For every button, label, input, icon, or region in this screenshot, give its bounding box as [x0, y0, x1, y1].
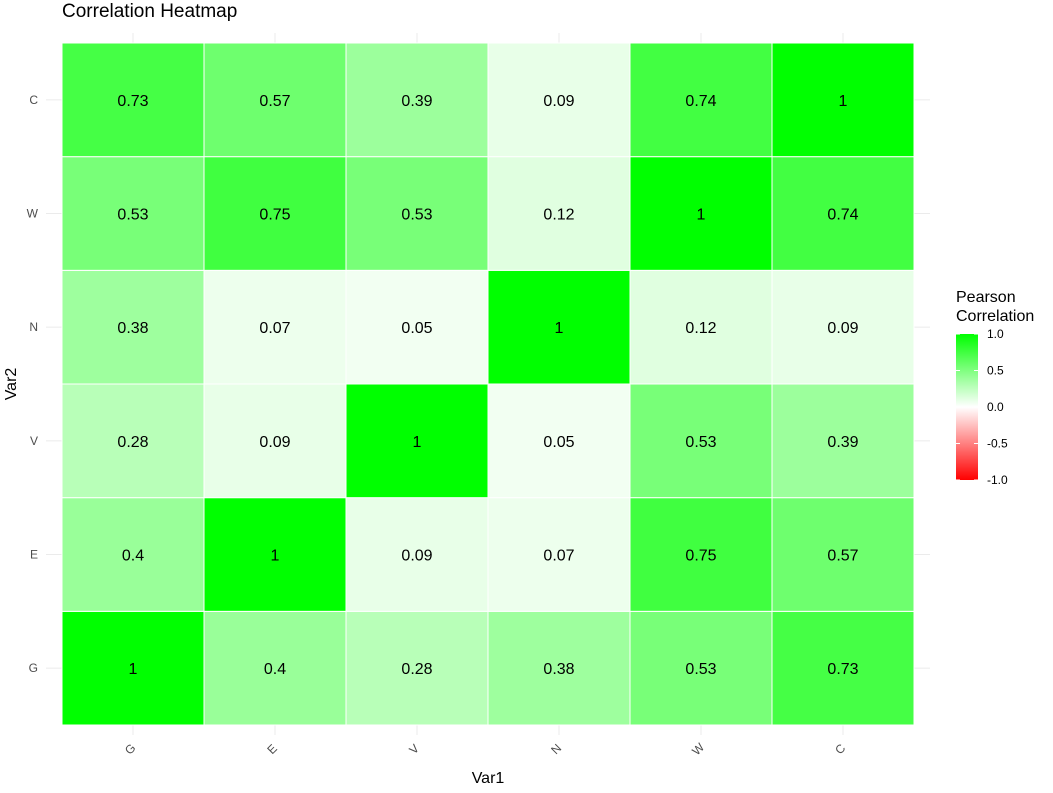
cell-label-E-W: 0.75: [259, 207, 290, 224]
y-tick-label-W: W: [27, 207, 39, 221]
heatmap-cell-E-W: [203, 156, 347, 271]
cell-label-E-E: 1: [271, 548, 280, 565]
heatmap-cell-G-C: [61, 42, 205, 158]
x-tick-label-C: C: [832, 741, 848, 757]
cell-label-G-C: 0.73: [117, 93, 148, 110]
cell-label-E-G: 0.4: [264, 661, 286, 678]
heatmap-cells: [61, 42, 915, 726]
cell-label-N-E: 0.07: [543, 548, 574, 565]
heatmap-cell-W-E: [629, 497, 773, 612]
heatmap-cell-G-G: [61, 610, 205, 726]
heatmap-cell-E-G: [203, 610, 347, 726]
heatmap-cell-W-W: [629, 156, 773, 271]
cell-label-G-V: 0.28: [117, 434, 148, 451]
cell-label-C-N: 0.09: [827, 320, 858, 337]
y-tick-label-C: C: [29, 93, 38, 107]
legend-title-line-2: Correlation: [956, 308, 1034, 325]
cell-label-E-V: 0.09: [259, 434, 290, 451]
heatmap-cell-N-N: [487, 269, 631, 385]
cell-label-G-G: 1: [129, 661, 138, 678]
cell-label-V-V: 1: [413, 434, 422, 451]
chart-title: Correlation Heatmap: [62, 1, 237, 22]
cell-label-E-C: 0.57: [259, 93, 290, 110]
heatmap-cell-C-C: [771, 42, 915, 158]
heatmap-cell-E-V: [203, 383, 347, 499]
y-tick-label-E: E: [30, 548, 38, 562]
heatmap-cell-W-V: [629, 383, 773, 499]
cell-label-V-W: 0.53: [401, 207, 432, 224]
y-axis-title: Var2: [3, 368, 20, 401]
cell-label-W-E: 0.75: [685, 548, 716, 565]
cell-label-W-V: 0.53: [685, 434, 716, 451]
x-tick-label-G: G: [122, 741, 139, 758]
heatmap-cell-C-E: [771, 497, 915, 612]
legend-tick-label: -0.5: [987, 437, 1008, 451]
heatmap-cell-E-N: [203, 269, 347, 385]
heatmap-cell-G-E: [61, 497, 205, 612]
cell-label-W-N: 0.12: [685, 320, 716, 337]
legend-tick-label: 0.0: [987, 400, 1004, 414]
heatmap-cell-C-W: [771, 156, 915, 271]
color-legend: Pearson Correlation 1.0 0.5 0.0 -0.5 -1.0: [956, 289, 1034, 487]
heatmap-cell-C-G: [771, 610, 915, 726]
cell-label-N-G: 0.38: [543, 661, 574, 678]
heatmap-cell-V-N: [345, 269, 489, 385]
heatmap-cell-C-V: [771, 383, 915, 499]
cell-label-C-V: 0.39: [827, 434, 858, 451]
heatmap-cell-E-C: [203, 42, 347, 158]
heatmap-cell-G-V: [61, 383, 205, 499]
cell-label-W-W: 1: [697, 207, 706, 224]
heatmap-cell-W-C: [629, 42, 773, 158]
cell-label-C-W: 0.74: [827, 207, 858, 224]
cell-label-W-C: 0.74: [685, 93, 716, 110]
cell-label-V-N: 0.05: [401, 320, 432, 337]
legend-tick-label: -1.0: [987, 473, 1008, 487]
y-tick-label-G: G: [29, 661, 38, 675]
x-tick-label-W: W: [689, 740, 707, 758]
heatmap-cell-E-E: [203, 497, 347, 612]
heatmap-cell-V-C: [345, 42, 489, 158]
cell-label-N-C: 0.09: [543, 93, 574, 110]
heatmap-cell-V-W: [345, 156, 489, 271]
cell-label-N-W: 0.12: [543, 207, 574, 224]
legend-title-line-1: Pearson: [956, 289, 1016, 306]
cell-label-C-G: 0.73: [827, 661, 858, 678]
heatmap-cell-V-V: [345, 383, 489, 499]
heatmap-cell-N-V: [487, 383, 631, 499]
cell-label-C-C: 1: [839, 93, 848, 110]
heatmap-cell-G-N: [61, 269, 205, 385]
y-tick-labels: G E V N W C: [27, 93, 39, 675]
cell-label-V-E: 0.09: [401, 548, 432, 565]
cell-label-G-N: 0.38: [117, 320, 148, 337]
cell-label-N-N: 1: [555, 320, 564, 337]
legend-tick-label: 1.0: [987, 327, 1004, 341]
cell-label-V-G: 0.28: [401, 661, 432, 678]
x-tick-label-N: N: [548, 741, 564, 757]
cell-label-G-W: 0.53: [117, 207, 148, 224]
cell-label-E-N: 0.07: [259, 320, 290, 337]
legend-tick-label: 0.5: [987, 364, 1004, 378]
x-tick-label-V: V: [406, 741, 422, 757]
cell-label-C-E: 0.57: [827, 548, 858, 565]
cell-label-V-C: 0.39: [401, 93, 432, 110]
heatmap-cell-W-N: [629, 269, 773, 385]
x-tick-label-E: E: [264, 741, 280, 757]
heatmap-cell-N-E: [487, 497, 631, 612]
heatmap-cell-W-G: [629, 610, 773, 726]
legend-color-bar: [956, 334, 978, 480]
cell-labels: 1 0.4 0.28 0.38 0.53 0.73 0.4 1 0.09 0.07 0.75 0.57…: [117, 93, 858, 678]
y-tick-label-N: N: [29, 320, 38, 334]
cell-label-N-V: 0.05: [543, 434, 574, 451]
heatmap-cell-C-N: [771, 269, 915, 385]
y-tick-label-V: V: [30, 434, 38, 448]
x-axis-title: Var1: [472, 770, 505, 787]
cell-label-G-E: 0.4: [122, 548, 144, 565]
cell-label-W-G: 0.53: [685, 661, 716, 678]
